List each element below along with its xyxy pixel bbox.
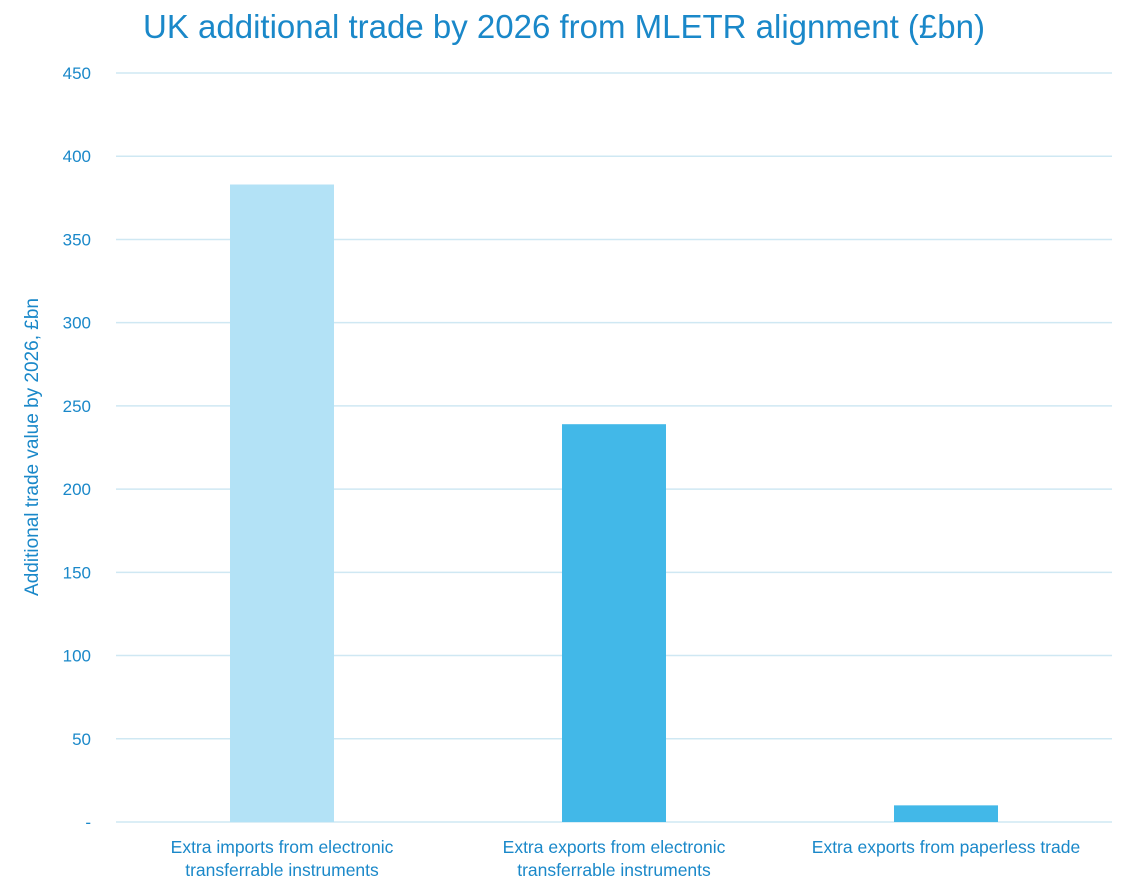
x-category-label-line: transferrable instruments xyxy=(517,860,711,880)
x-category-label-line: Extra exports from paperless trade xyxy=(812,837,1080,857)
y-tick-label: 400 xyxy=(63,147,91,166)
bar xyxy=(562,424,666,822)
x-category-label-line: Extra exports from electronic xyxy=(503,837,726,857)
x-category-label-line: Extra imports from electronic xyxy=(171,837,394,857)
y-tick-label: 100 xyxy=(63,647,91,666)
bar xyxy=(230,184,334,823)
chart-title: UK additional trade by 2026 from MLETR a… xyxy=(143,8,985,45)
y-tick-label: 150 xyxy=(63,563,91,582)
y-tick-label: 200 xyxy=(63,480,91,499)
y-tick-label: 250 xyxy=(63,397,91,416)
bars xyxy=(230,184,998,823)
x-category-label: Extra exports from electronic transferrab… xyxy=(503,837,726,880)
y-tick-label: - xyxy=(85,813,91,832)
y-tick-label: 50 xyxy=(72,730,91,749)
x-category-label-line: transferrable instruments xyxy=(185,860,379,880)
y-axis-title: Additional trade value by 2026, £bn xyxy=(22,298,43,596)
y-tick-label: 300 xyxy=(63,314,91,333)
bar xyxy=(894,805,998,822)
x-category-label: Extra exports from paperless trade xyxy=(812,837,1080,857)
y-tick-label: 450 xyxy=(63,64,91,83)
y-tick-labels: - 50 100 150 200 250 300 350 400 450 xyxy=(63,64,91,832)
y-tick-label: 350 xyxy=(63,230,91,249)
x-category-label: Extra imports from electronic transferrab… xyxy=(171,837,394,880)
x-category-labels: Extra imports from electronic transferrab… xyxy=(171,837,1081,880)
